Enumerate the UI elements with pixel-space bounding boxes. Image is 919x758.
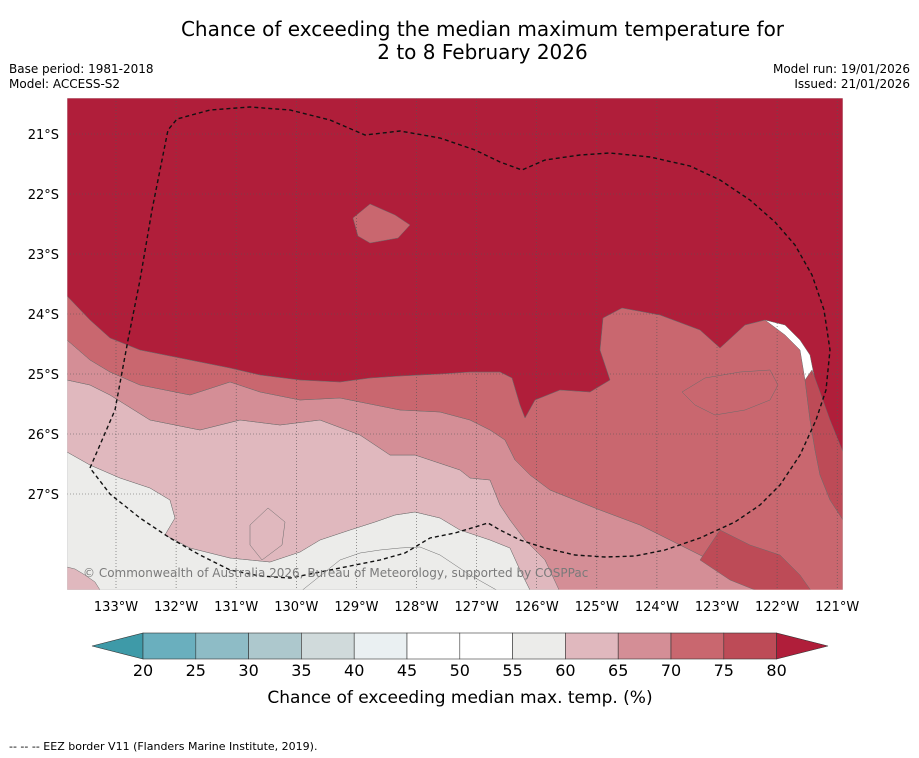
chart-title: Chance of exceeding the median maximum t…	[0, 18, 919, 64]
colorbar-tick-label: 50	[450, 661, 470, 680]
base-period: Base period: 1981-2018	[9, 62, 154, 76]
colorbar-tick-label: 80	[766, 661, 786, 680]
colorbar-segment	[195, 632, 249, 660]
colorbar-high-arrow	[776, 632, 829, 660]
colorbar-segment	[723, 632, 777, 660]
colorbar-tick-label: 60	[555, 661, 575, 680]
colorbar-tick-label: 35	[291, 661, 311, 680]
graticule	[67, 98, 843, 590]
latitude-labels: 21°S 22°S 23°S 24°S 25°S 26°S 27°S	[28, 128, 59, 503]
longitude-label: 123°W	[695, 600, 739, 615]
latitude-label: 23°S	[28, 248, 59, 263]
longitude-label: 132°W	[154, 600, 198, 615]
longitude-label: 124°W	[635, 600, 679, 615]
latitude-label: 26°S	[28, 428, 59, 443]
zone-60-65-patch	[249, 507, 286, 561]
colorbar-tick-label: 70	[661, 661, 681, 680]
latitude-label: 24°S	[28, 308, 59, 323]
zone-above-80	[67, 98, 843, 453]
title-line-2: 2 to 8 February 2026	[377, 40, 588, 64]
map-field	[67, 98, 843, 590]
eez-footnote: -- -- -- EEZ border V11 (Flanders Marine…	[9, 740, 318, 753]
colorbar-label: Chance of exceeding median max. temp. (%…	[267, 688, 652, 708]
longitude-labels: 133°W 132°W 131°W 130°W 129°W 128°W 127°W 126°W…	[94, 600, 860, 615]
colorbar-tick-label: 55	[502, 661, 522, 680]
longitude-label: 130°W	[274, 600, 318, 615]
longitude-label: 131°W	[214, 600, 258, 615]
colorbar-segment	[512, 632, 566, 660]
zone-75-80-patch	[352, 203, 411, 244]
longitude-label: 126°W	[515, 600, 559, 615]
longitude-label: 129°W	[334, 600, 378, 615]
colorbar: 20 25 30 35 40 45 50 55 60 65 70 75 80	[91, 632, 829, 680]
issued-date: Issued: 21/01/2026	[794, 77, 910, 91]
meta-left: Base period: 1981-2018 Model: ACCESS-S2	[9, 62, 154, 92]
colorbar-tick-label: 75	[714, 661, 734, 680]
colorbar-tick-label: 65	[608, 661, 628, 680]
colorbar-tick-label: 20	[133, 661, 153, 680]
latitude-label: 25°S	[28, 368, 59, 383]
colorbar-segment	[248, 632, 302, 660]
map-frame	[66, 97, 844, 591]
colorbar-low-arrow	[91, 632, 144, 660]
longitude-label: 133°W	[94, 600, 138, 615]
meta-right: Model run: 19/01/2026 Issued: 21/01/2026	[773, 62, 910, 92]
colorbar-segment	[406, 632, 461, 660]
longitude-label: 127°W	[455, 600, 499, 615]
latitude-label: 27°S	[28, 488, 59, 503]
colorbar-tick-label: 45	[397, 661, 417, 680]
longitude-label: 125°W	[575, 600, 619, 615]
colorbar-segment	[353, 632, 408, 660]
colorbar-segment	[565, 632, 619, 660]
colorbar-tick-label: 40	[344, 661, 364, 680]
colorbar-segment	[142, 632, 197, 660]
colorbar-tick-label: 30	[238, 661, 258, 680]
zone-75-80	[699, 369, 843, 590]
longitude-label: 121°W	[815, 600, 859, 615]
latitude-label: 21°S	[28, 128, 59, 143]
model-name: Model: ACCESS-S2	[9, 77, 121, 91]
model-run: Model run: 19/01/2026	[772, 62, 910, 76]
colorbar-segment	[617, 632, 672, 660]
colorbar-tick-label: 25	[186, 661, 206, 680]
latitude-label: 22°S	[28, 188, 59, 203]
eez-border	[89, 106, 831, 579]
colorbar-segment	[459, 632, 513, 660]
longitude-label: 128°W	[394, 600, 438, 615]
copyright-notice: © Commonwealth of Australia 2026, Bureau…	[83, 566, 588, 580]
title-line-1: Chance of exceeding the median maximum t…	[180, 17, 785, 41]
colorbar-segment	[301, 632, 355, 660]
zone-70-75-patch	[681, 369, 779, 416]
longitude-label: 122°W	[755, 600, 799, 615]
colorbar-segment	[670, 632, 725, 660]
